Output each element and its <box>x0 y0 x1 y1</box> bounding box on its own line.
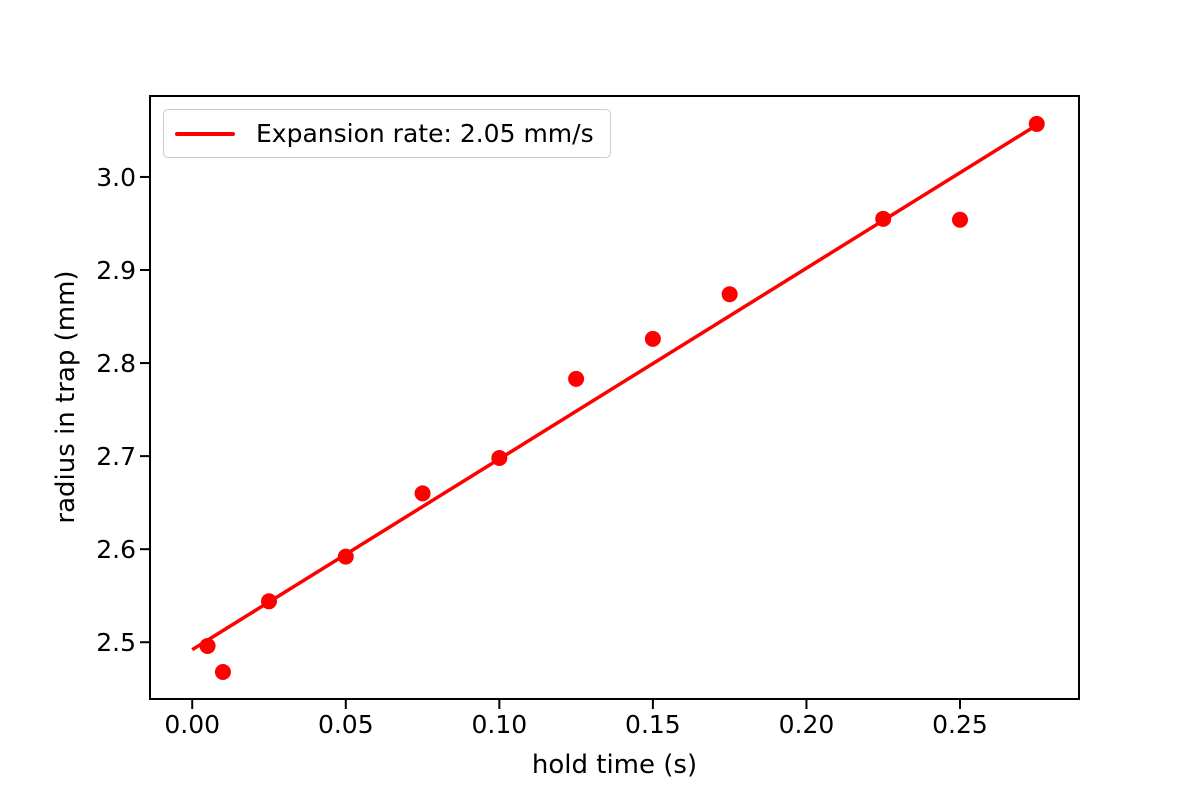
y-tick-label: 2.6 <box>96 535 136 564</box>
x-tick-label: 0.00 <box>164 710 220 739</box>
scatter-point <box>875 210 892 227</box>
legend: Expansion rate: 2.05 mm/s <box>163 109 611 158</box>
x-tick-label: 0.25 <box>932 710 988 739</box>
plot-border <box>149 95 1080 700</box>
scatter-point <box>261 593 278 610</box>
x-tick-label: 0.05 <box>318 710 374 739</box>
scatter-point <box>568 370 585 387</box>
y-axis-label: radius in trap (mm) <box>51 270 81 524</box>
y-tick-label: 3.0 <box>96 163 136 192</box>
scatter-point <box>644 330 661 347</box>
scatter-point <box>1028 115 1045 132</box>
x-tick-label: 0.10 <box>471 710 527 739</box>
x-axis-label: hold time (s) <box>531 750 698 780</box>
y-tick-label: 2.8 <box>96 349 136 378</box>
y-tick-label: 2.9 <box>96 256 136 285</box>
scatter-point <box>491 449 508 466</box>
y-tick-label: 2.5 <box>96 628 136 657</box>
x-tick-label: 0.20 <box>779 710 835 739</box>
legend-label: Expansion rate: 2.05 mm/s <box>256 119 594 148</box>
scatter-point <box>337 548 354 565</box>
scatter-point <box>951 211 968 228</box>
fit-line <box>191 123 1038 652</box>
x-tick-label: 0.15 <box>625 710 681 739</box>
legend-line-sample <box>175 131 235 136</box>
scatter-point <box>721 286 738 303</box>
scatter-point <box>199 637 216 654</box>
y-tick-label: 2.7 <box>96 442 136 471</box>
scatter-point <box>214 664 231 681</box>
scatter-point <box>414 485 431 502</box>
